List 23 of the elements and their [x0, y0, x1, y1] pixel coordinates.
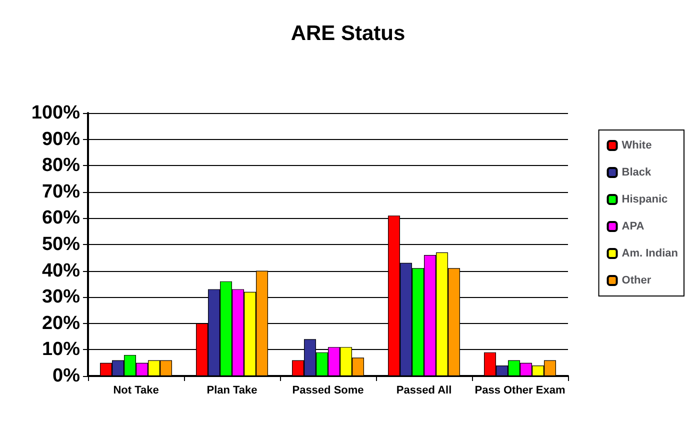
y-tick-label: 20% — [42, 312, 80, 334]
y-tick-label: 100% — [31, 102, 80, 124]
y-tick-label: 10% — [42, 339, 80, 360]
legend-label: APA — [622, 220, 644, 232]
y-tick-label: 40% — [42, 260, 80, 282]
y-tick-label: 80% — [42, 155, 80, 176]
y-tick-label: 30% — [42, 286, 80, 308]
y-tick-label: 60% — [42, 208, 80, 229]
chart-title: ARE Status — [290, 22, 406, 45]
legend-label: Other — [622, 274, 652, 286]
y-tick-label: 90% — [42, 128, 80, 150]
legend-label: Hispanic — [622, 194, 668, 206]
y-tick-label: 0% — [52, 366, 80, 386]
x-tick-label: Not Take — [113, 384, 159, 396]
x-tick-label: Passed All — [396, 384, 452, 396]
legend-label: White — [622, 140, 652, 152]
legend-label: Am. Indian — [622, 248, 678, 260]
x-tick-label: Passed Some — [292, 384, 364, 396]
y-tick-label: 70% — [42, 181, 80, 202]
x-tick-label: Plan Take — [206, 384, 258, 396]
legend-label: Black — [622, 166, 652, 178]
y-tick-label: 50% — [42, 234, 80, 255]
x-tick-label: Pass Other Exam — [474, 384, 566, 396]
